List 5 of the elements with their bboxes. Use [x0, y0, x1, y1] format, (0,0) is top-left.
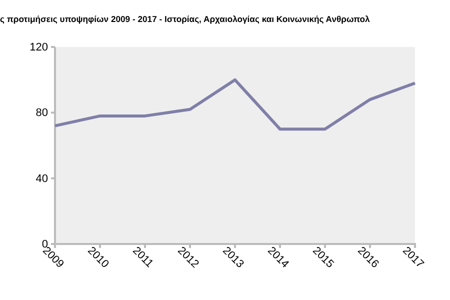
line-series [54, 78, 416, 131]
y-tick-label: 40 [36, 172, 48, 185]
y-tick-label: 120 [30, 42, 48, 54]
chart-title: ς προτιμήσεις υποψηφίων 2009 - 2017 - Ιστορίας, Αρχαιολογίας και Κοινωνικής Ανθρωπολ [0, 14, 370, 24]
y-tick-label: 80 [36, 107, 48, 120]
